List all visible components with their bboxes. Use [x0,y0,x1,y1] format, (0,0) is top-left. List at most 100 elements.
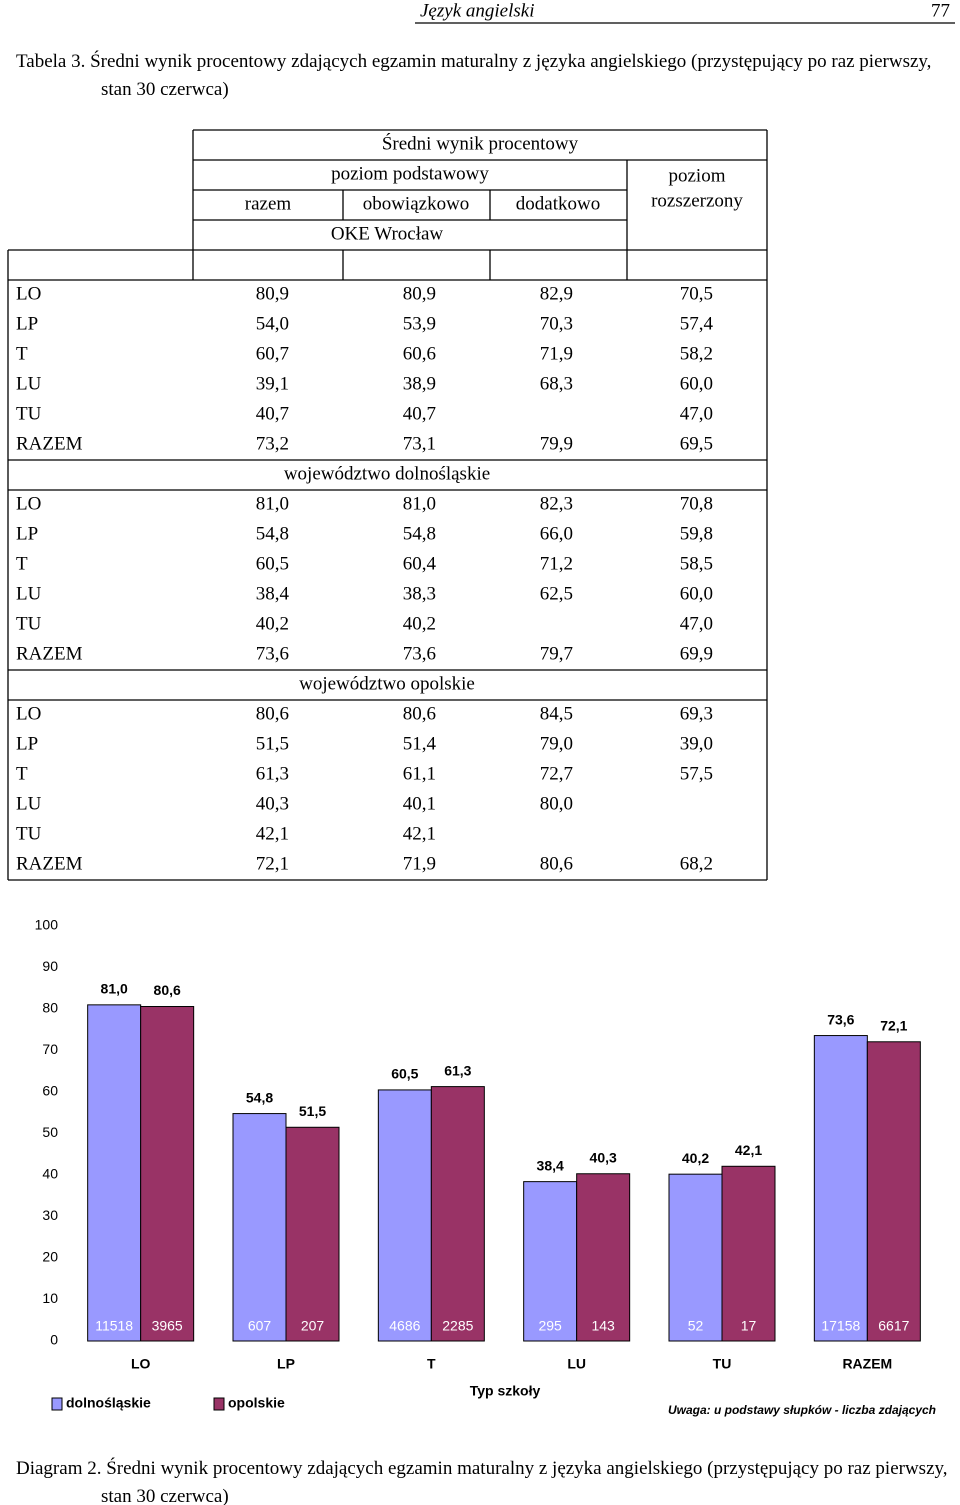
value-label: 51,5 [299,1103,326,1119]
row-label: LO [16,703,41,724]
count-label: 52 [688,1318,704,1334]
value-label: 61,3 [444,1062,471,1078]
cell: 51,5 [256,733,289,754]
bar [232,1113,287,1342]
table-head: rozszerzony [651,190,743,211]
cell: 71,2 [540,553,573,574]
value-label: 80,6 [154,982,181,998]
cell: 80,9 [256,283,289,304]
cell: 60,0 [680,583,713,604]
cell: 60,4 [403,553,437,574]
y-tick-label: 50 [42,1124,58,1140]
cell: 58,5 [680,553,713,574]
table-head: poziom [669,165,726,186]
cell: 58,2 [680,343,713,364]
cell: 81,0 [403,493,436,514]
row-label: LU [16,793,42,814]
y-tick-label: 100 [35,917,59,933]
cell: 73,6 [403,643,436,664]
cell: 51,4 [403,733,437,754]
value-label: 81,0 [101,981,128,997]
cell: 80,6 [403,703,436,724]
y-tick-label: 60 [42,1083,58,1099]
value-label: 54,8 [246,1089,273,1105]
chart-caption: Diagram 2. Średni wynik procentowy zdają… [16,1458,948,1505]
header-title: Język angielski [420,0,534,21]
cell: 59,8 [680,523,713,544]
cell: 40,7 [403,403,436,424]
legend-label: dolnośląskie [66,1395,151,1411]
cell: 40,2 [403,613,436,634]
row-label: TU [16,613,42,634]
chart-note: Uwaga: u podstawy słupków - liczba zdają… [668,1403,936,1417]
count-label: 3965 [152,1318,183,1334]
cell: 73,1 [403,433,436,454]
cell: 42,1 [403,823,436,844]
count-label: 207 [301,1318,325,1334]
legend-swatch [213,1397,225,1411]
cell: 53,9 [403,313,436,334]
cell: 69,3 [680,703,713,724]
value-label: 73,6 [827,1011,854,1027]
section-title: województwo dolnośląskie [284,463,490,484]
count-label: 17 [741,1318,757,1334]
cell: 80,9 [403,283,436,304]
row-label: LU [16,583,42,604]
value-label: 40,2 [682,1150,709,1166]
cell: 84,5 [540,703,573,724]
bar [668,1173,723,1342]
cell: 71,9 [403,853,436,874]
cell: 70,5 [680,283,713,304]
x-tick-label: TU [713,1356,732,1372]
cell: 39,1 [256,373,289,394]
section-title: województwo opolskie [299,673,475,694]
table-caption: Tabela 3. Średni wynik procentowy zdając… [16,51,932,100]
cell: 68,3 [540,373,573,394]
cell: 54,8 [403,523,436,544]
y-tick-label: 30 [42,1207,58,1223]
cell: 69,5 [680,433,713,454]
y-tick-label: 20 [42,1249,58,1265]
cell: 61,3 [256,763,289,784]
count-label: 17158 [821,1318,860,1334]
y-tick-label: 70 [42,1041,58,1057]
row-label: LU [16,373,42,394]
x-tick-label: T [427,1356,436,1372]
x-tick-label: RAZEM [842,1356,892,1372]
cell: 72,1 [256,853,289,874]
row-label: T [16,343,28,364]
value-label: 72,1 [880,1017,907,1033]
cell: 81,0 [256,493,289,514]
row-label: LO [16,283,41,304]
legend-label: opolskie [228,1395,285,1411]
value-label: 42,1 [735,1142,762,1158]
cell: 60,7 [256,343,289,364]
cell: 62,5 [540,583,573,604]
cell: 73,6 [256,643,289,664]
bar [285,1126,340,1342]
table-head: Średni wynik procentowy [382,132,579,154]
bar [866,1041,921,1342]
cell: 47,0 [680,613,713,634]
row-label: LP [16,313,38,334]
y-tick-label: 80 [42,1000,58,1016]
cell: 60,0 [680,373,713,394]
cell: 80,0 [540,793,573,814]
value-label: 60,5 [391,1066,418,1082]
cell: 38,3 [403,583,436,604]
y-tick-label: 90 [42,958,58,974]
bar [140,1006,195,1342]
count-label: 2285 [442,1318,473,1334]
count-label: 607 [248,1318,272,1334]
count-label: 6617 [878,1318,909,1334]
cell: 57,5 [680,763,713,784]
count-label: 143 [591,1318,615,1334]
table-head: razem [245,193,292,214]
x-tick-label: LO [131,1356,151,1372]
count-label: 11518 [95,1318,133,1334]
cell: 79,0 [540,733,573,754]
cell: 82,9 [540,283,573,304]
cell: 38,4 [256,583,290,604]
